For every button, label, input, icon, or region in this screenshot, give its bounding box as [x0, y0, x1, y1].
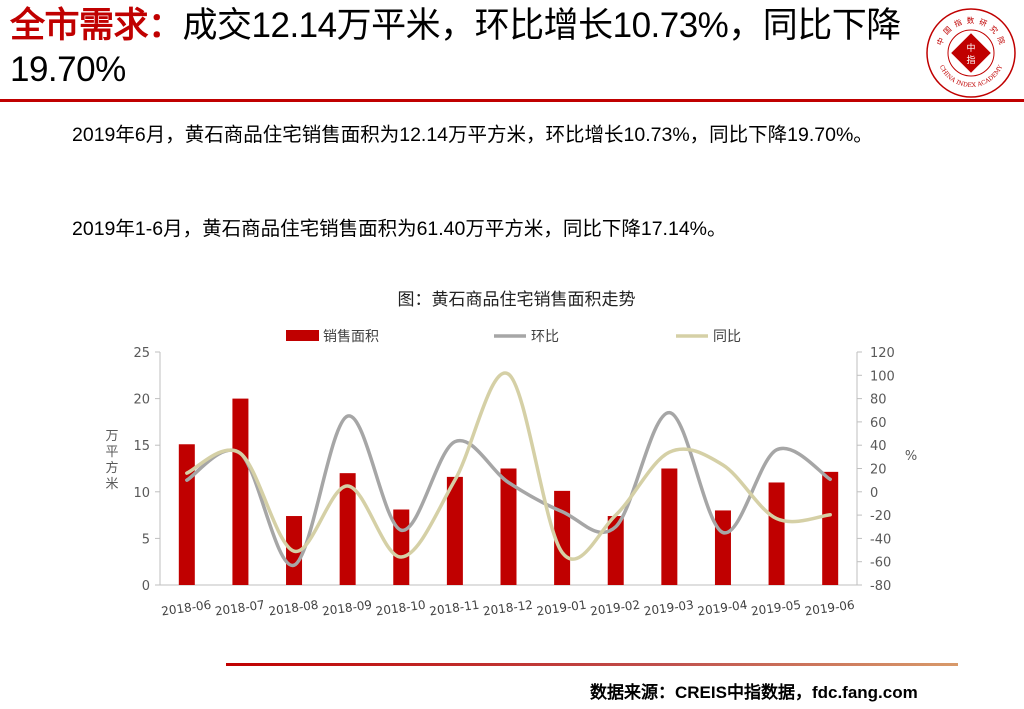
y2-tick-label: 20: [870, 463, 887, 478]
bar-sales-area: [232, 398, 249, 585]
y2-tick-label: -20: [870, 509, 891, 524]
y-tick-label: 0: [142, 579, 150, 594]
paragraph-monthly: 2019年6月，黄石商品住宅销售面积为12.14万平方米，环比增长10.73%，…: [72, 124, 873, 146]
y-tick-label: 10: [133, 486, 150, 501]
x-tick-label: 2019-06: [804, 598, 856, 619]
logo-inner-ring: [947, 29, 995, 77]
y-tick-label: 20: [133, 393, 150, 408]
legend-label-sales-area: 销售面积: [323, 329, 379, 345]
y2-tick-label: 100: [870, 369, 895, 384]
bar-sales-area: [822, 471, 839, 585]
bar-sales-area: [714, 510, 731, 585]
y2-tick-label: 120: [870, 346, 895, 361]
line-yoy: [185, 371, 832, 561]
y-axis-label-char: 万: [105, 429, 118, 444]
x-tick-label: 2018-12: [482, 598, 534, 619]
chart-title: 图：黄石商品住宅销售面积走势: [398, 290, 636, 310]
x-tick-label: 2019-04: [697, 598, 749, 619]
x-tick-label: 2019-02: [589, 598, 641, 619]
y2-tick-label: -80: [870, 579, 891, 594]
y2-tick-label: 60: [870, 416, 887, 431]
line-mom: [185, 410, 832, 567]
logo-diamond-icon: [951, 33, 991, 73]
bar-sales-area: [339, 473, 356, 585]
x-tick-label: 2018-10: [375, 598, 427, 619]
legend-label-yoy: 同比: [713, 329, 741, 345]
logo-ring: [926, 8, 1016, 98]
header-divider: [0, 99, 1024, 102]
bar-sales-area: [500, 468, 517, 585]
data-source: 数据来源：CREIS中指数据，fdc.fang.com: [590, 683, 918, 702]
bar-sales-area: [393, 509, 410, 585]
bar-sales-area: [446, 476, 463, 585]
footer-divider: [226, 663, 958, 666]
x-tick-label: 2018-11: [429, 598, 481, 619]
x-tick-label: 2018-07: [214, 598, 266, 619]
y-axis-label-char: 米: [105, 477, 118, 492]
x-tick-label: 2019-03: [643, 598, 695, 619]
y-axis-label-char: 平: [105, 445, 118, 460]
x-tick-label: 2018-09: [321, 598, 373, 619]
y2-tick-label: -40: [870, 532, 891, 547]
y2-tick-label: -60: [870, 556, 891, 571]
page-title-highlight: 全市需求：: [10, 6, 183, 45]
y-axis-label-char: 方: [105, 460, 118, 476]
bar-sales-area: [607, 516, 624, 585]
bar-sales-area: [661, 468, 678, 585]
y2-tick-label: 40: [870, 439, 887, 454]
x-tick-label: 2018-06: [160, 598, 212, 619]
logo-center-text-1: 中: [966, 42, 975, 54]
y2-tick-label: 0: [870, 486, 878, 501]
china-index-academy-logo: 中 指 中 国 指 数 研 究 院 CHINA INDEX ACADEMY: [926, 8, 1016, 98]
y-tick-label: 5: [142, 532, 150, 547]
legend-swatch-sales-area: [286, 330, 319, 341]
page-title: 全市需求：成交12.14万平米，环比增长10.73%，同比下降19.70%: [10, 4, 910, 92]
bar-sales-area: [178, 444, 195, 585]
y2-axis-label: %: [905, 449, 917, 464]
y2-tick-label: 80: [870, 393, 887, 408]
x-tick-label: 2019-01: [536, 598, 588, 619]
bar-sales-area: [768, 482, 785, 585]
y-tick-label: 25: [133, 346, 150, 361]
logo-center-text-2: 指: [966, 54, 975, 66]
paragraph-ytd: 2019年1-6月，黄石商品住宅销售面积为61.40万平方米，同比下降17.14…: [72, 218, 727, 240]
x-tick-label: 2019-05: [750, 598, 802, 619]
y-tick-label: 15: [133, 439, 150, 454]
legend-label-mom: 环比: [531, 329, 559, 345]
x-tick-label: 2018-08: [268, 598, 320, 619]
page-title-rest: 成交12.14万平米，环比增长10.73%，同比下降19.70%: [10, 6, 901, 89]
